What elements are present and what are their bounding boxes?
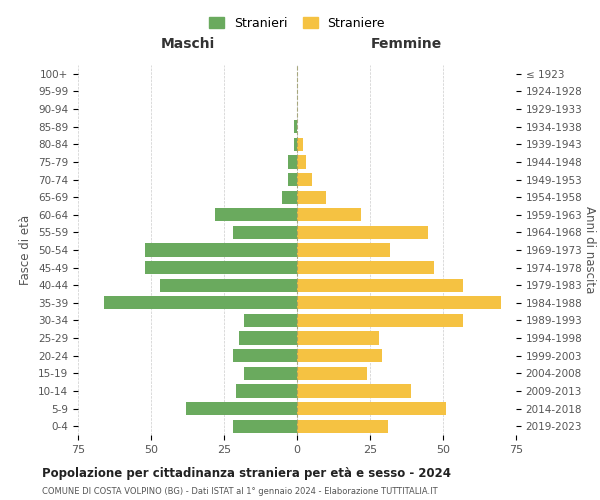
Bar bbox=[297, 366, 367, 380]
Bar bbox=[297, 296, 502, 310]
Bar bbox=[297, 261, 434, 274]
Bar bbox=[244, 314, 297, 327]
Bar bbox=[233, 420, 297, 433]
Bar bbox=[297, 420, 388, 433]
Bar bbox=[294, 138, 297, 151]
Text: COMUNE DI COSTA VOLPINO (BG) - Dati ISTAT al 1° gennaio 2024 - Elaborazione TUTT: COMUNE DI COSTA VOLPINO (BG) - Dati ISTA… bbox=[42, 488, 437, 496]
Y-axis label: Fasce di età: Fasce di età bbox=[19, 215, 32, 285]
Bar bbox=[297, 314, 463, 327]
Bar bbox=[215, 208, 297, 222]
Bar bbox=[244, 366, 297, 380]
Text: Popolazione per cittadinanza straniera per età e sesso - 2024: Popolazione per cittadinanza straniera p… bbox=[42, 468, 451, 480]
Bar bbox=[104, 296, 297, 310]
Bar bbox=[297, 278, 463, 292]
Bar bbox=[160, 278, 297, 292]
Bar bbox=[233, 226, 297, 239]
Bar bbox=[297, 402, 446, 415]
Bar bbox=[297, 138, 303, 151]
Bar bbox=[297, 349, 382, 362]
Bar bbox=[297, 384, 411, 398]
Bar bbox=[186, 402, 297, 415]
Bar bbox=[297, 156, 306, 168]
Bar bbox=[288, 173, 297, 186]
Bar bbox=[297, 332, 379, 344]
Text: Femmine: Femmine bbox=[371, 37, 442, 51]
Legend: Stranieri, Straniere: Stranieri, Straniere bbox=[204, 12, 390, 35]
Bar bbox=[294, 120, 297, 134]
Bar bbox=[297, 173, 311, 186]
Bar bbox=[145, 261, 297, 274]
Bar bbox=[297, 244, 391, 256]
Bar bbox=[297, 226, 428, 239]
Y-axis label: Anni di nascita: Anni di nascita bbox=[583, 206, 596, 294]
Bar bbox=[239, 332, 297, 344]
Bar bbox=[297, 208, 361, 222]
Bar bbox=[233, 349, 297, 362]
Bar bbox=[283, 190, 297, 204]
Bar bbox=[236, 384, 297, 398]
Bar bbox=[288, 156, 297, 168]
Bar bbox=[297, 190, 326, 204]
Text: Maschi: Maschi bbox=[160, 37, 215, 51]
Bar bbox=[145, 244, 297, 256]
